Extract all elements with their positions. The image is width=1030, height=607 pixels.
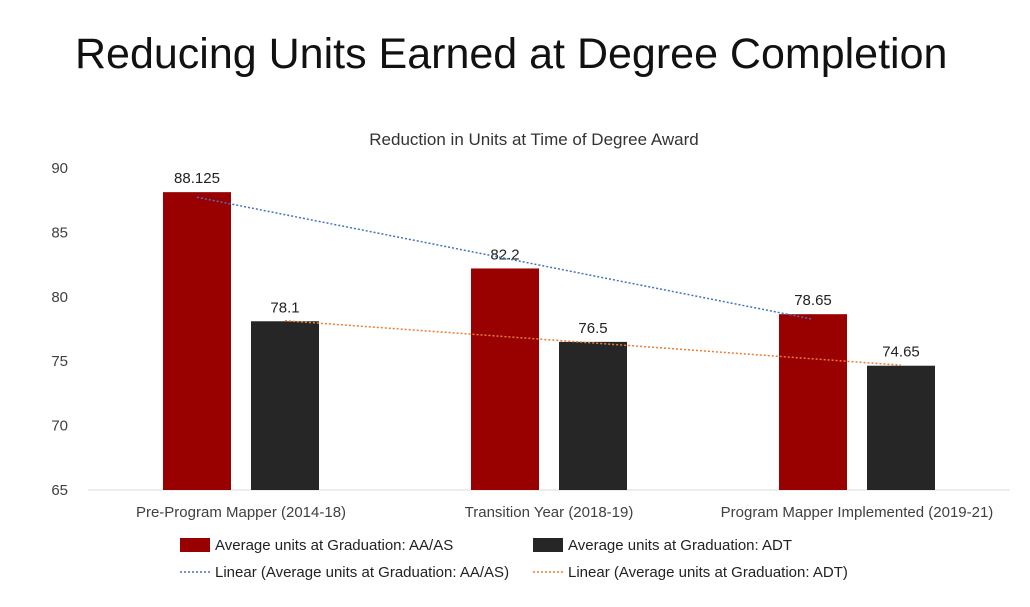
legend-swatch bbox=[533, 538, 563, 552]
data-label: 76.5 bbox=[578, 320, 607, 337]
y-tick-label: 70 bbox=[51, 418, 68, 435]
bar bbox=[471, 268, 539, 490]
x-tick-label: Program Mapper Implemented (2019-21) bbox=[721, 504, 994, 521]
data-label: 88.125 bbox=[174, 170, 220, 187]
bar bbox=[779, 314, 847, 490]
trendline bbox=[196, 196, 814, 321]
y-tick-label: 80 bbox=[51, 289, 68, 306]
y-tick-label: 90 bbox=[51, 160, 68, 177]
bar bbox=[163, 192, 231, 490]
x-tick-label: Transition Year (2018-19) bbox=[465, 504, 634, 521]
legend-label: Linear (Average units at Graduation: AA/… bbox=[215, 564, 509, 581]
y-tick-label: 65 bbox=[51, 482, 68, 499]
legend-label: Average units at Graduation: AA/AS bbox=[215, 537, 453, 554]
bar bbox=[251, 321, 319, 490]
legend-swatch bbox=[180, 538, 210, 552]
data-label: 74.65 bbox=[882, 344, 920, 361]
legend-label: Linear (Average units at Graduation: ADT… bbox=[568, 564, 848, 581]
y-tick-label: 75 bbox=[51, 353, 68, 370]
legend-label: Average units at Graduation: ADT bbox=[568, 537, 792, 554]
y-tick-label: 85 bbox=[51, 224, 68, 241]
trendline bbox=[284, 319, 902, 366]
bar bbox=[559, 341, 627, 490]
chart-title: Reduction in Units at Time of Degree Awa… bbox=[369, 130, 698, 149]
x-tick-label: Pre-Program Mapper (2014-18) bbox=[136, 504, 346, 521]
slide-title: Reducing Units Earned at Degree Completi… bbox=[75, 30, 948, 78]
data-label: 78.1 bbox=[270, 299, 299, 316]
data-label: 78.65 bbox=[794, 292, 832, 309]
bar bbox=[867, 365, 935, 490]
